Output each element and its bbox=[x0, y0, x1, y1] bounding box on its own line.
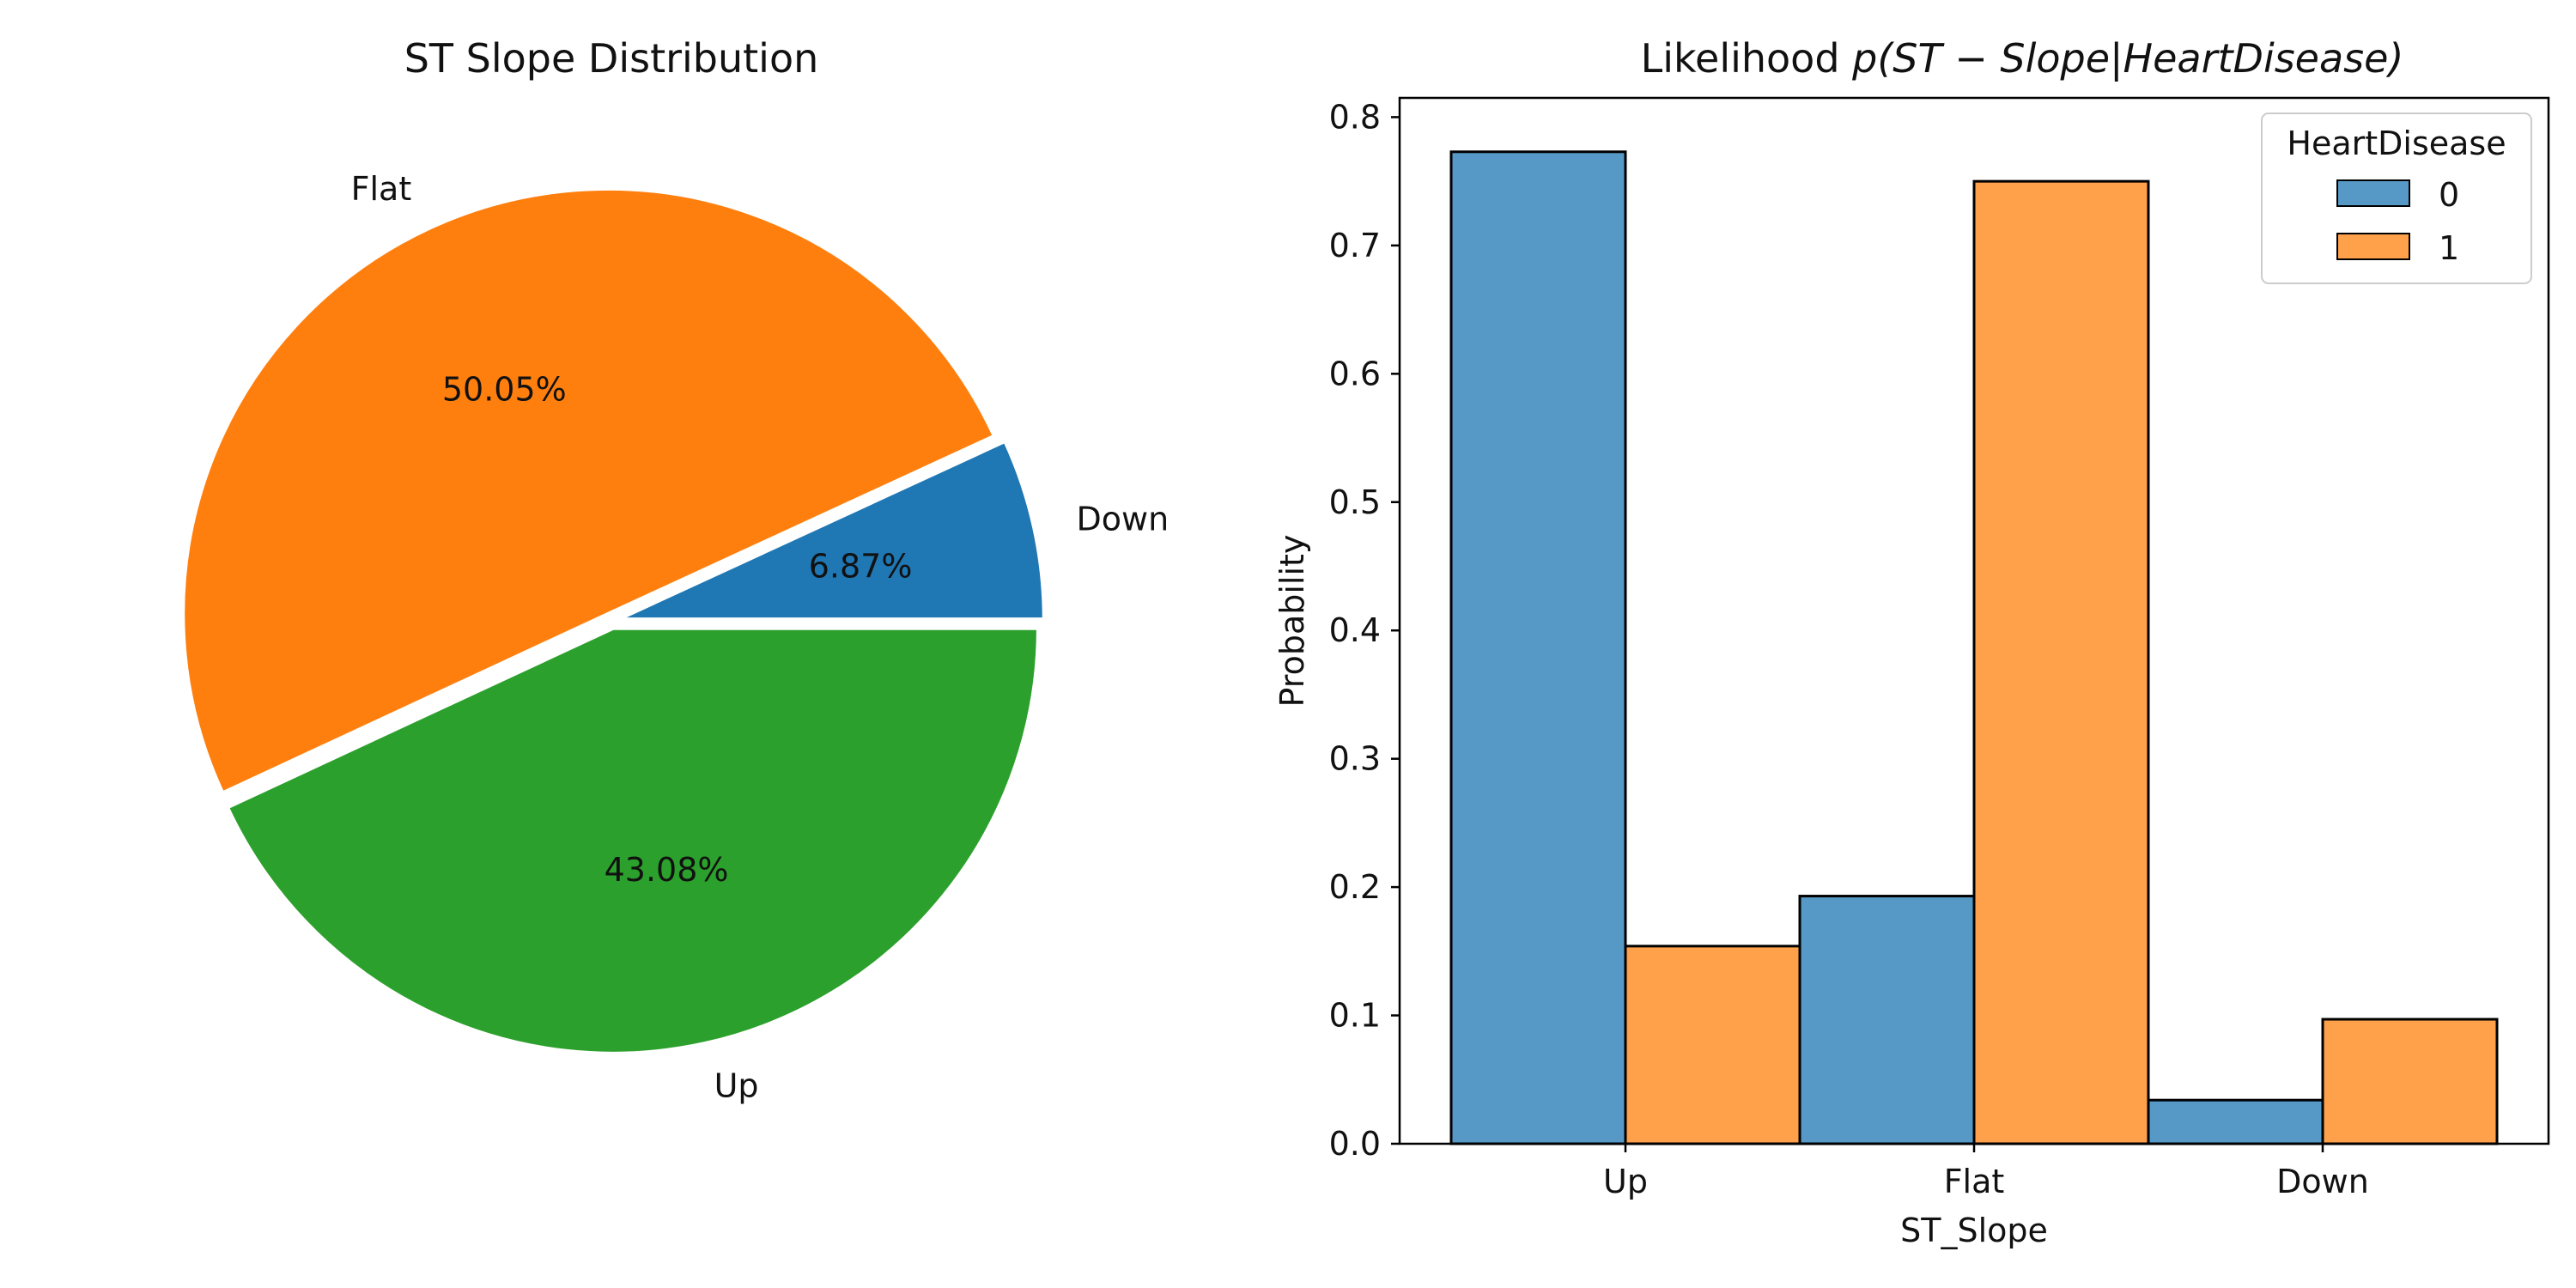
y-axis-label: Probability bbox=[1273, 535, 1311, 708]
y-tick-label: 0.7 bbox=[1329, 227, 1381, 264]
pie-slice-down bbox=[617, 439, 1046, 622]
legend-swatch-0 bbox=[2336, 179, 2410, 207]
legend-label-1: 1 bbox=[2439, 229, 2459, 267]
bar-down-0 bbox=[2147, 1098, 2324, 1145]
x-axis-label: ST_Slope bbox=[1900, 1212, 2048, 1249]
pie-labels: Down 6.87% Flat 50.05% Up 43.08% bbox=[351, 170, 1170, 1105]
bar-chart: Likelihood p(ST − Slope|HeartDisease) 0.… bbox=[1273, 35, 2550, 1249]
bar-title-prefix: Likelihood bbox=[1641, 35, 1853, 82]
pie-slice-flat bbox=[181, 187, 997, 795]
pie-pct-up: 43.08% bbox=[605, 851, 729, 889]
x-tick-label-up: Up bbox=[1603, 1163, 1648, 1200]
pie-pct-down: 6.87% bbox=[809, 547, 913, 585]
pie-label-up: Up bbox=[714, 1066, 759, 1104]
bar-up-0 bbox=[1449, 150, 1627, 1145]
y-tick-label: 0.6 bbox=[1329, 355, 1381, 392]
legend-label-0: 0 bbox=[2439, 176, 2459, 214]
bars bbox=[1449, 150, 2499, 1145]
y-tick-label: 0.8 bbox=[1329, 98, 1381, 136]
x-axis: Up Flat Down bbox=[1603, 1144, 2369, 1200]
y-tick-label: 0.3 bbox=[1329, 740, 1381, 778]
legend: HeartDisease 0 1 bbox=[2261, 112, 2532, 284]
y-axis: 0.0 0.1 0.2 0.3 0.4 0.5 0.6 0.7 0.8 bbox=[1329, 98, 1400, 1163]
x-tick-label-down: Down bbox=[2276, 1163, 2369, 1200]
pie-chart: ST Slope Distribution Down 6.87% Flat 50.05… bbox=[181, 35, 1170, 1105]
legend-title: HeartDisease bbox=[2287, 125, 2506, 162]
x-tick-label-flat: Flat bbox=[1944, 1163, 2005, 1200]
bar-flat-0 bbox=[1798, 895, 1976, 1145]
legend-swatch-1 bbox=[2336, 233, 2410, 260]
pie-pct-flat: 50.05% bbox=[442, 370, 567, 408]
bar-title-math: p(ST − Slope|HeartDisease) bbox=[1851, 35, 2403, 82]
pie-label-flat: Flat bbox=[351, 170, 412, 208]
pie-label-down: Down bbox=[1077, 500, 1170, 538]
bar-up-1 bbox=[1624, 945, 1801, 1145]
y-tick-label: 0.5 bbox=[1329, 483, 1381, 521]
bar-title: Likelihood p(ST − Slope|HeartDisease) bbox=[1641, 35, 2404, 82]
y-tick-label: 0.0 bbox=[1329, 1125, 1381, 1163]
pie-slices bbox=[181, 187, 1046, 1055]
pie-title: ST Slope Distribution bbox=[404, 35, 819, 82]
pie-slice-up bbox=[225, 626, 1040, 1055]
bar-down-1 bbox=[2321, 1018, 2499, 1145]
bar-flat-1 bbox=[1972, 179, 2150, 1145]
y-tick-label: 0.4 bbox=[1329, 611, 1381, 649]
y-tick-label: 0.2 bbox=[1329, 868, 1381, 906]
y-tick-label: 0.1 bbox=[1329, 997, 1381, 1035]
